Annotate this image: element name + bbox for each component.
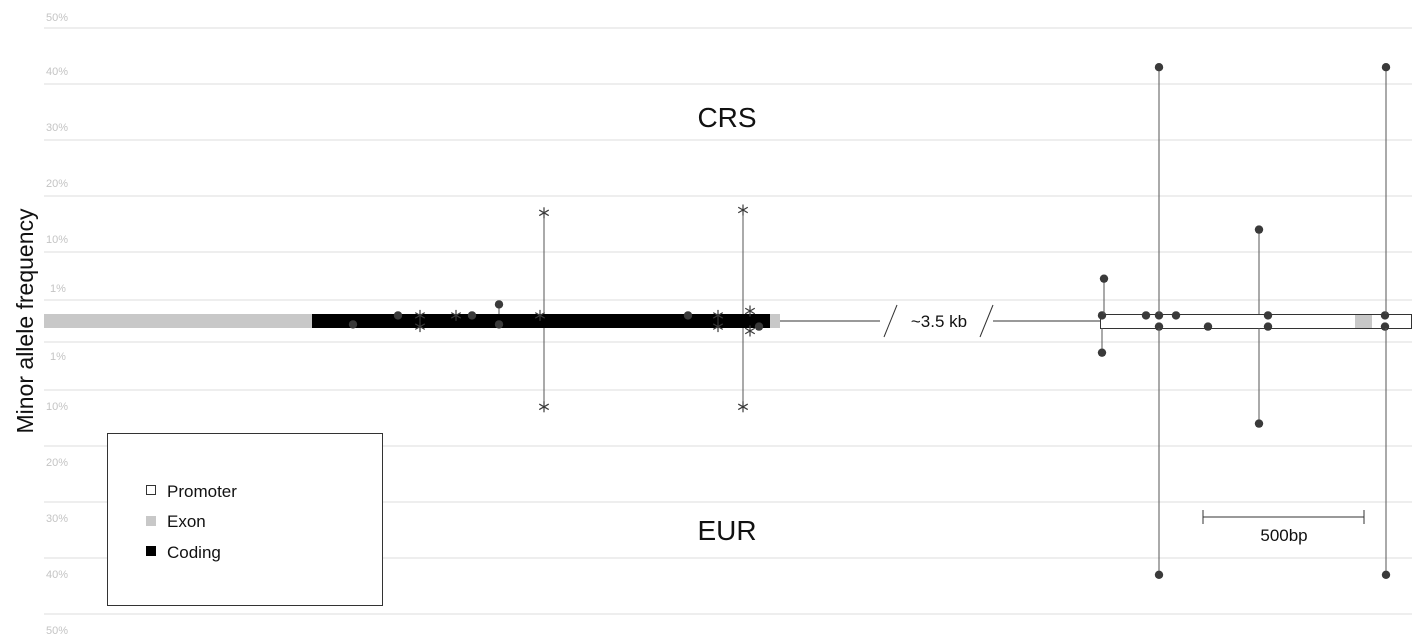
variant-marker-eur-17 [1154, 570, 1164, 579]
variant-marker-crs-22 [1380, 311, 1390, 320]
variant-marker-eur-12 [754, 322, 764, 331]
variant-marker-crs-9 [712, 309, 724, 321]
tick-label-top-10: 10% [46, 234, 68, 246]
tick-label-bottom-50: 50% [46, 625, 68, 634]
gap-break-right [979, 304, 994, 338]
y-axis-label: Minor allele frequency [12, 208, 38, 434]
variant-marker-eur-11 [744, 325, 756, 337]
tick-label-bottom-30: 30% [46, 513, 68, 525]
tick-label-top-1: 1% [50, 283, 66, 295]
variant-marker-crs-18 [1171, 311, 1181, 320]
variant-marker-crs-3 [450, 309, 462, 321]
legend-label-exon: Exon [167, 512, 206, 531]
variant-marker-eur-9 [712, 321, 724, 333]
legend-swatch-promoter [146, 485, 156, 495]
legend: Promoter Exon Coding [107, 433, 383, 606]
variant-marker-crs-16 [1154, 311, 1164, 320]
variant-marker-crs-23 [1381, 62, 1391, 72]
variant-marker-crs-20 [1254, 225, 1264, 234]
variant-marker-crs-10 [737, 204, 749, 216]
variant-marker-eur-10 [737, 401, 749, 413]
variant-marker-crs-15 [1141, 311, 1151, 320]
scale-bar-label: 500bp [1260, 526, 1307, 545]
tick-label-top-40: 40% [46, 66, 68, 78]
variant-marker-crs-17 [1154, 62, 1164, 72]
variant-marker-eur-16 [1154, 322, 1164, 331]
group-label-bottom: EUR [697, 515, 756, 546]
variant-marker-eur-13 [1097, 348, 1107, 357]
gap-break-left [883, 304, 898, 338]
variant-marker-eur-5 [494, 320, 504, 329]
legend-swatch-coding [146, 546, 156, 556]
legend-label-promoter: Promoter [167, 482, 237, 501]
variant-marker-crs-21 [1263, 311, 1273, 320]
variant-marker-crs-6 [534, 309, 546, 321]
tick-label-top-30: 30% [46, 122, 68, 134]
variant-marker-crs-4 [467, 311, 477, 320]
tick-label-top-20: 20% [46, 178, 68, 190]
exon-segment-promoter [1355, 315, 1372, 328]
legend-label-coding: Coding [167, 543, 221, 562]
tick-label-bottom-20: 20% [46, 457, 68, 469]
variant-marker-eur-20 [1254, 419, 1264, 428]
variant-marker-eur-23 [1381, 570, 1391, 579]
tick-label-bottom-1: 1% [50, 351, 66, 363]
variant-marker-crs-14 [1099, 274, 1109, 283]
variant-markers [348, 62, 1391, 579]
variant-marker-crs-2 [414, 309, 426, 321]
variant-marker-crs-13 [1097, 311, 1107, 320]
y-tick-labels: 50% 40% 30% 20% 10% 1% 1% 10% 20% 30% 40… [46, 12, 68, 634]
variant-marker-crs-11 [744, 305, 756, 317]
exon-utr-end-segment [770, 314, 780, 328]
variant-marker-eur-0 [348, 320, 358, 329]
group-label-top: CRS [697, 102, 756, 133]
variant-marker-crs-7 [538, 207, 550, 219]
legend-swatch-exon [146, 516, 156, 526]
variant-marker-crs-8 [683, 311, 693, 320]
gene-track: ~3.5 kb [44, 304, 1412, 338]
variant-marker-eur-22 [1380, 322, 1390, 331]
variant-marker-eur-21 [1263, 322, 1273, 331]
variant-marker-eur-19 [1203, 322, 1213, 331]
gap-label: ~3.5 kb [911, 312, 967, 331]
variant-marker-eur-2 [414, 321, 426, 333]
exon-utr-segment [44, 314, 314, 328]
variant-marker-crs-5 [494, 300, 504, 309]
tick-label-top-50: 50% [46, 12, 68, 24]
scale-bar: 500bp [1202, 510, 1365, 545]
tick-label-bottom-40: 40% [46, 569, 68, 581]
coding-segment [312, 314, 770, 328]
variant-marker-crs-1 [393, 311, 403, 320]
tick-label-bottom-10: 10% [46, 401, 68, 413]
variant-marker-eur-7 [538, 401, 550, 413]
